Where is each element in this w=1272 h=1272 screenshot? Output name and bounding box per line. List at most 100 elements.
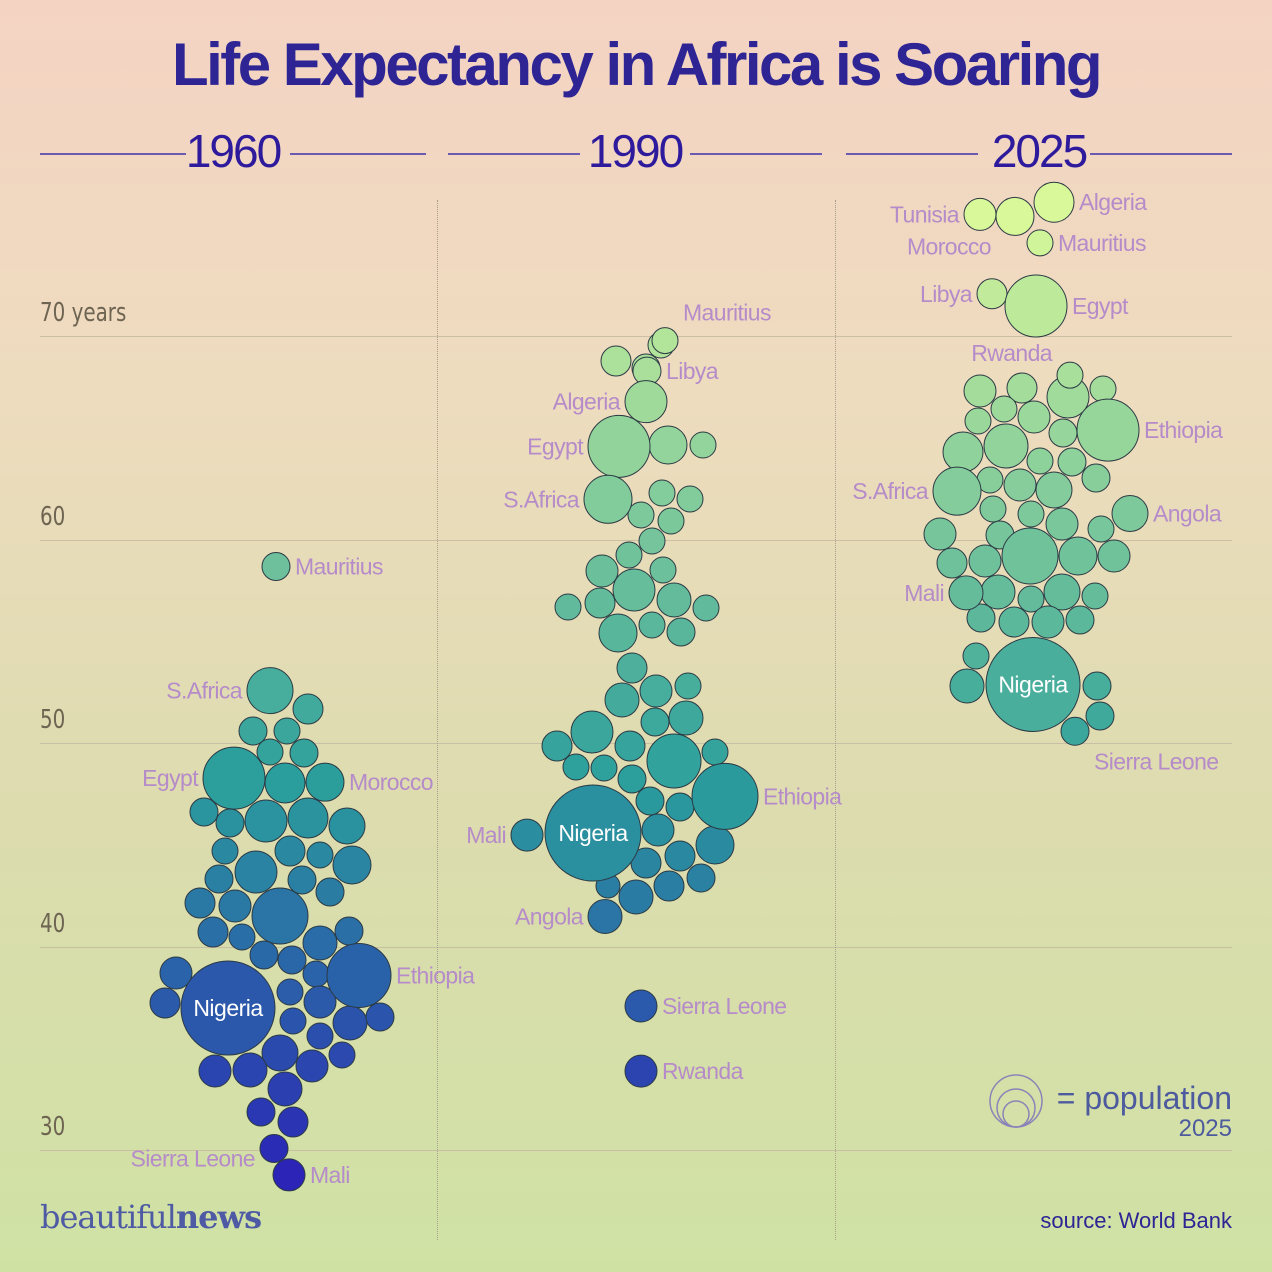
- country-bubble: [639, 674, 673, 708]
- country-bubble: [292, 693, 324, 725]
- country-label: Algeria: [553, 389, 621, 415]
- header-rule-left: [846, 153, 978, 155]
- country-bubble: [614, 730, 646, 762]
- country-bubble: [983, 423, 1029, 469]
- country-label: Mali: [310, 1162, 350, 1188]
- country-bubble: [598, 613, 638, 653]
- country-bubble: [267, 1071, 303, 1107]
- country-label: Ethiopia: [763, 783, 842, 809]
- country-bubble: [1085, 701, 1115, 731]
- country-label: Ethiopia: [1144, 417, 1223, 443]
- panel-year-label: 1960: [185, 125, 282, 177]
- country-bubble: [923, 517, 957, 551]
- country-bubble: [616, 652, 648, 684]
- country-bubble: [279, 1007, 307, 1035]
- source-note: source: World Bank: [1040, 1208, 1232, 1233]
- country-bubble: [1057, 447, 1087, 477]
- country-bubble: [638, 611, 666, 639]
- country-label: Egypt: [1072, 293, 1129, 319]
- panel-divider: [835, 200, 836, 1240]
- country-bubble: [590, 754, 618, 782]
- country-bubble: [963, 374, 997, 408]
- country-bubble: [657, 507, 685, 535]
- country-bubble: [303, 985, 337, 1019]
- brand-part1: beautiful: [40, 1198, 177, 1236]
- country-bubble: [315, 877, 345, 907]
- country-bubble: [276, 978, 304, 1006]
- country-bubble: [264, 762, 306, 804]
- country-bubble: [570, 710, 614, 754]
- country-bubble: [942, 431, 984, 473]
- country-bubble: [306, 841, 334, 869]
- country-bubble: [627, 501, 655, 529]
- country-label: Mauritius: [1058, 230, 1146, 256]
- y-tick-label: 70 years: [40, 298, 127, 328]
- header-rule-right: [690, 153, 822, 155]
- country-label: Nigeria: [193, 995, 263, 1021]
- population-legend: = population 2025: [1057, 1080, 1232, 1143]
- country-label: S.Africa: [852, 478, 929, 504]
- country-bubble: [562, 753, 590, 781]
- country-bubble: [246, 1097, 276, 1127]
- country-bubble: [261, 1034, 299, 1072]
- panel-header-1990: 1990: [448, 124, 822, 184]
- country-bubble: [289, 738, 319, 768]
- country-label: Morocco: [349, 769, 433, 795]
- country-bubble: [615, 541, 643, 569]
- country-bubble: [332, 845, 372, 885]
- country-bubble: [149, 987, 181, 1019]
- country-bubble: [302, 925, 338, 961]
- country-bubble: [332, 1005, 368, 1041]
- country-bubble: [664, 840, 696, 872]
- country-bubble: [1081, 463, 1111, 493]
- legend-year: 2025: [1178, 1115, 1232, 1142]
- country-bubble-morocco: [995, 196, 1035, 236]
- country-bubble: [277, 945, 307, 975]
- country-bubble: [1081, 582, 1109, 610]
- legend-label: = population: [1056, 1080, 1232, 1116]
- country-label: S.Africa: [503, 486, 580, 512]
- country-bubble: [600, 345, 632, 377]
- chart-title: Life Expectancy in Africa is Soaring: [171, 31, 1103, 98]
- y-tick-label: 30: [40, 1112, 66, 1142]
- gridline-70: [40, 336, 1232, 337]
- country-bubble: [962, 642, 990, 670]
- country-bubble: [287, 865, 317, 895]
- country-label: Libya: [920, 281, 973, 307]
- country-bubble: [1045, 507, 1079, 541]
- country-bubble: [328, 1041, 356, 1069]
- country-bubble: [695, 825, 735, 865]
- country-label: Mali: [466, 822, 506, 848]
- country-bubble-angola: [587, 898, 623, 934]
- country-bubble-mali: [510, 818, 544, 852]
- country-label: Sierra Leone: [662, 993, 787, 1019]
- country-label: Rwanda: [971, 340, 1053, 366]
- country-bubble: [666, 617, 696, 647]
- country-bubble: [215, 808, 245, 838]
- country-bubble: [256, 738, 284, 766]
- country-bubble-morocco: [305, 762, 345, 802]
- y-tick-label: 40: [40, 909, 66, 939]
- country-label: Nigeria: [998, 671, 1068, 697]
- country-bubble: [604, 682, 640, 718]
- country-bubble: [1017, 400, 1051, 434]
- country-bubble-tunisia: [963, 197, 997, 231]
- header-rule-left: [448, 153, 580, 155]
- country-bubble: [980, 574, 1016, 610]
- country-bubble: [1006, 372, 1038, 404]
- country-bubble: [554, 593, 582, 621]
- country-bubble-angola: [1111, 495, 1149, 533]
- country-bubble: [228, 923, 256, 951]
- country-label: Morocco: [907, 233, 991, 259]
- country-label: Egypt: [142, 765, 199, 791]
- y-tick-label: 50: [40, 705, 66, 735]
- country-bubble-mauritius: [1026, 229, 1054, 257]
- country-bubble: [641, 813, 675, 847]
- gridline-60: [40, 540, 1232, 541]
- country-bubble: [365, 1002, 395, 1032]
- panel-header-1960: 1960: [40, 124, 426, 184]
- country-bubble: [656, 582, 692, 618]
- country-bubble-sierra-leone: [1060, 716, 1090, 746]
- population-legend-icon: [989, 1074, 1043, 1128]
